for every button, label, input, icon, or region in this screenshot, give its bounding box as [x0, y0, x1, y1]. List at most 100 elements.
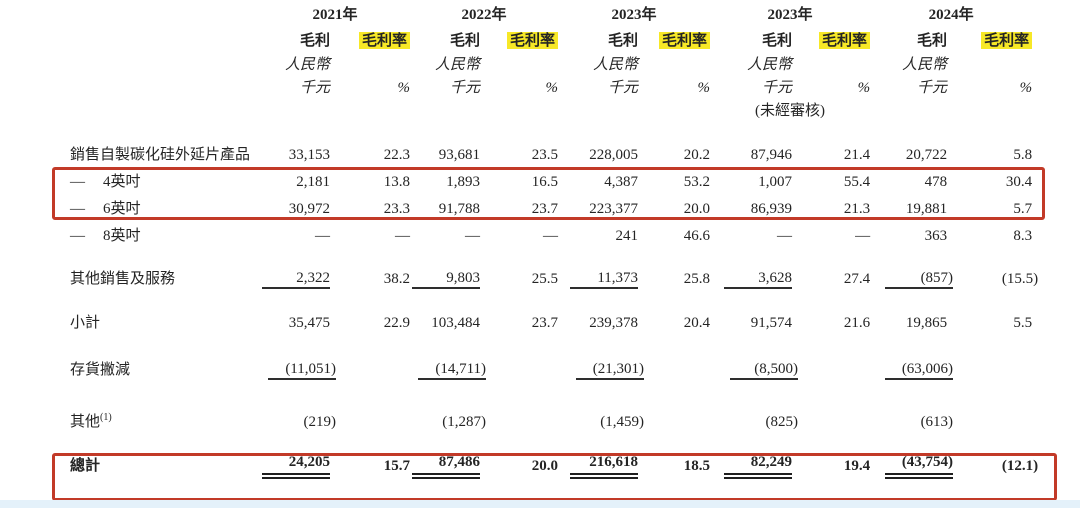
gp-value: —	[315, 228, 330, 245]
header-unit-row: 千元% 千元% 千元% 千元% 千元%	[70, 76, 1032, 100]
year-header: 2023年	[710, 2, 870, 28]
gm-value: (12.1)	[1001, 458, 1039, 475]
dash-prefix: —	[70, 228, 85, 245]
gp-value: 363	[924, 228, 948, 245]
gm-value-cell: 27.4	[792, 266, 870, 293]
year-header: 2021年	[260, 2, 410, 28]
row-label: 其他銷售及服務	[70, 266, 260, 293]
gp-value-cell: 103,484	[410, 310, 480, 337]
row-label-text: 其他	[70, 414, 101, 431]
gp-header-label: 毛利	[608, 32, 639, 49]
gp-value: 11,373	[570, 270, 639, 290]
gm-value: 38.2	[383, 271, 411, 288]
gp-value-cell: —	[260, 223, 330, 250]
gp-value-cell: 82,249	[710, 453, 793, 480]
gm-value-cell: 30.4	[947, 169, 1032, 196]
unaudited-note-cell	[260, 100, 410, 122]
unaudited-note-cell	[870, 100, 1032, 122]
gm-value-cell: 16.5	[480, 169, 558, 196]
table-row: 其他銷售及服務 2,322 38.2 9,803 25.5 11,373 25.8 3,628…	[70, 266, 1038, 293]
gm-value-cell	[792, 357, 870, 384]
gp-value-cell: 19,865	[870, 310, 947, 337]
spacer-row	[70, 293, 1032, 310]
gp-value-cell: 91,574	[710, 310, 792, 337]
gm-value-cell: 21.3	[792, 196, 870, 223]
gm-value-cell	[638, 357, 710, 384]
gp-value-cell: 91,788	[410, 196, 480, 223]
gm-value-cell: 8.3	[947, 223, 1032, 250]
gp-header-label: 毛利	[762, 32, 793, 49]
gp-value: 241	[615, 228, 639, 245]
gp-value-cell: (1,459)	[558, 409, 644, 436]
gm-value: 21.3	[843, 201, 871, 218]
gm-value: 20.2	[683, 147, 711, 164]
gp-value: 24,205	[262, 454, 330, 479]
table-row: 其他(1) (219) (1,287) (1,459) (825) (613)	[70, 409, 1032, 436]
gm-value: 20.0	[531, 458, 559, 475]
gm-value: —	[855, 228, 871, 245]
gm-highlight: 毛利率	[659, 31, 711, 49]
gp-value: 228,005	[589, 147, 639, 164]
gm-value: 15.7	[383, 458, 411, 475]
gm-value: 20.0	[683, 201, 711, 218]
gm-value: 25.8	[683, 271, 711, 288]
gm-highlight: 毛利率	[981, 31, 1033, 49]
header-note-row: (未經審核)	[70, 100, 1032, 122]
gp-value-cell: 2,181	[260, 169, 330, 196]
percent-symbol: %	[397, 79, 411, 96]
percent-cell: %	[480, 76, 559, 100]
percent-symbol: %	[1019, 79, 1033, 96]
gp-value-cell: 87,486	[410, 453, 481, 480]
unit-label: 千元	[762, 79, 793, 96]
row-label: 小計	[70, 310, 260, 337]
gp-value-cell: 87,946	[710, 142, 792, 169]
gp-value: 19,881	[905, 201, 948, 218]
gm-value: 27.4	[843, 271, 871, 288]
gp-value: (857)	[885, 270, 954, 290]
unit-label: 千元	[450, 79, 481, 96]
table-row: 銷售自製碳化硅外延片產品 33,153 22.3 93,681 23.5 228,005 2…	[70, 142, 1032, 169]
gp-value: 82,249	[724, 454, 793, 479]
gp-value-cell: 11,373	[558, 266, 639, 293]
gp-value-cell: (219)	[260, 409, 337, 436]
unit-cell: 千元	[870, 76, 947, 100]
gm-value-cell: 20.2	[638, 142, 710, 169]
unit-cell: 千元	[558, 76, 638, 100]
gp-value-cell: 9,803	[410, 266, 481, 293]
gp-value-cell: 19,881	[870, 196, 947, 223]
percent-cell: %	[638, 76, 711, 100]
gp-value: 223,377	[589, 201, 639, 218]
year-header: 2024年	[870, 2, 1032, 28]
gp-value-cell: —	[710, 223, 792, 250]
gp-value: 2,181	[296, 174, 330, 191]
row-label-text: 8英吋	[103, 228, 141, 245]
bottom-strip	[0, 500, 1080, 508]
gm-value: 22.3	[383, 147, 411, 164]
gp-value-cell: (14,711)	[410, 357, 487, 384]
gp-value: (21,301)	[576, 361, 645, 381]
row-label-text: 存貨撇減	[70, 362, 131, 379]
gm-value-cell: 38.2	[330, 266, 410, 293]
gp-value: 20,722	[905, 147, 948, 164]
percent-cell: %	[947, 76, 1033, 100]
table-row: 存貨撇減 (11,051) (14,711) (21,301) (8,500) (63,0…	[70, 357, 1032, 384]
gp-value-cell: 241	[558, 223, 639, 250]
gp-value-cell: 86,939	[710, 196, 792, 223]
gm-value-cell: 23.7	[480, 310, 558, 337]
table-row: 小計 35,475 22.9 103,484 23.7 239,378 20.4 91,574…	[70, 310, 1032, 337]
gp-value-cell: —	[410, 223, 480, 250]
gm-value-cell: (15.5)	[947, 266, 1038, 293]
unaudited-note: (未經審核)	[755, 102, 826, 119]
row-label: 存貨撇減	[70, 357, 260, 384]
gp-value: 9,803	[412, 270, 481, 290]
gp-value-cell: 239,378	[558, 310, 638, 337]
gp-value: (1,287)	[442, 414, 487, 431]
gp-header: 毛利	[410, 28, 480, 54]
gm-value: 22.9	[383, 315, 411, 332]
gm-value: 30.4	[1005, 174, 1033, 191]
unit-label: 千元	[299, 79, 330, 96]
spacer-row	[70, 122, 1032, 142]
gm-value: 8.3	[1013, 228, 1033, 245]
gp-value: 87,486	[412, 454, 481, 479]
header-years-row: 2021年 2022年 2023年 2023年 2024年	[70, 2, 1032, 28]
